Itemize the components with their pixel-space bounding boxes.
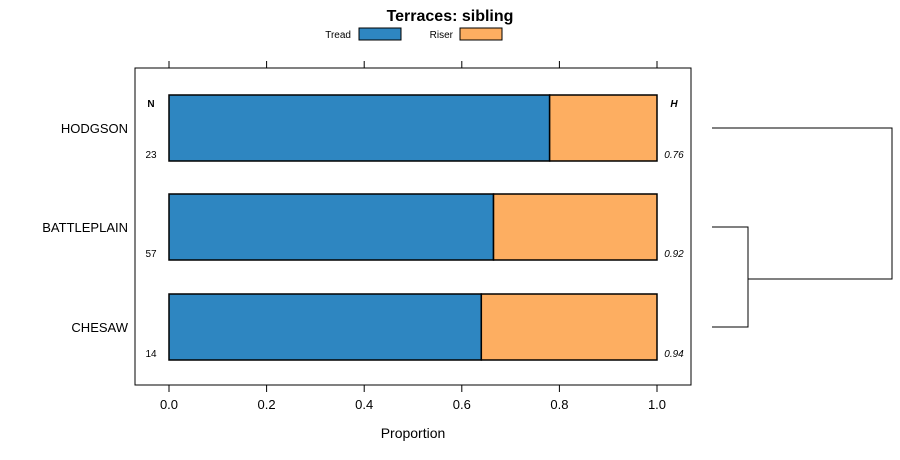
legend: Tread Riser — [325, 27, 503, 41]
legend-swatch-riser — [459, 27, 503, 41]
legend-label-tread: Tread — [325, 30, 351, 41]
plot-panel — [134, 67, 692, 386]
x-axis-title: Proportion — [381, 425, 446, 441]
h-value: 0.94 — [664, 349, 684, 360]
n-value: 14 — [145, 349, 157, 360]
h-header: H — [670, 99, 678, 110]
bar-riser-hodgson — [548, 94, 658, 162]
x-tick-label: 0.4 — [355, 397, 373, 412]
category-label: BATTLEPLAIN — [42, 220, 128, 235]
n-header: N — [147, 99, 154, 110]
x-tick-label: 0.0 — [160, 397, 178, 412]
x-tick-label: 0.6 — [453, 397, 471, 412]
h-value: 0.92 — [664, 249, 684, 260]
bar-tread-chesaw — [168, 293, 483, 361]
x-axis: 0.0 0.2 0.4 0.6 0.8 1.0 — [160, 61, 666, 412]
category-labels: HODGSON BATTLEPLAIN CHESAW — [42, 121, 128, 335]
x-tick-label: 0.2 — [258, 397, 276, 412]
bar-riser-chesaw — [480, 293, 658, 361]
x-tick-label: 1.0 — [648, 397, 666, 412]
x-tick-label: 0.8 — [550, 397, 568, 412]
annotations: N H 23 0.76 57 0.92 14 0.94 — [145, 99, 684, 360]
category-label: CHESAW — [71, 320, 128, 335]
chart-title: Terraces: sibling — [387, 8, 514, 25]
h-value: 0.76 — [664, 150, 684, 161]
bar-tread-battleplain — [168, 193, 495, 261]
dendrogram-link — [712, 226, 749, 328]
legend-swatch-tread — [358, 27, 402, 41]
dendrogram — [712, 127, 893, 328]
dendrogram-link — [712, 127, 893, 280]
bar-riser-battleplain — [492, 193, 658, 261]
n-value: 23 — [145, 150, 157, 161]
category-label: HODGSON — [61, 121, 128, 136]
bars — [168, 94, 658, 361]
legend-label-riser: Riser — [430, 30, 454, 41]
n-value: 57 — [145, 249, 157, 260]
bar-tread-hodgson — [168, 94, 551, 162]
